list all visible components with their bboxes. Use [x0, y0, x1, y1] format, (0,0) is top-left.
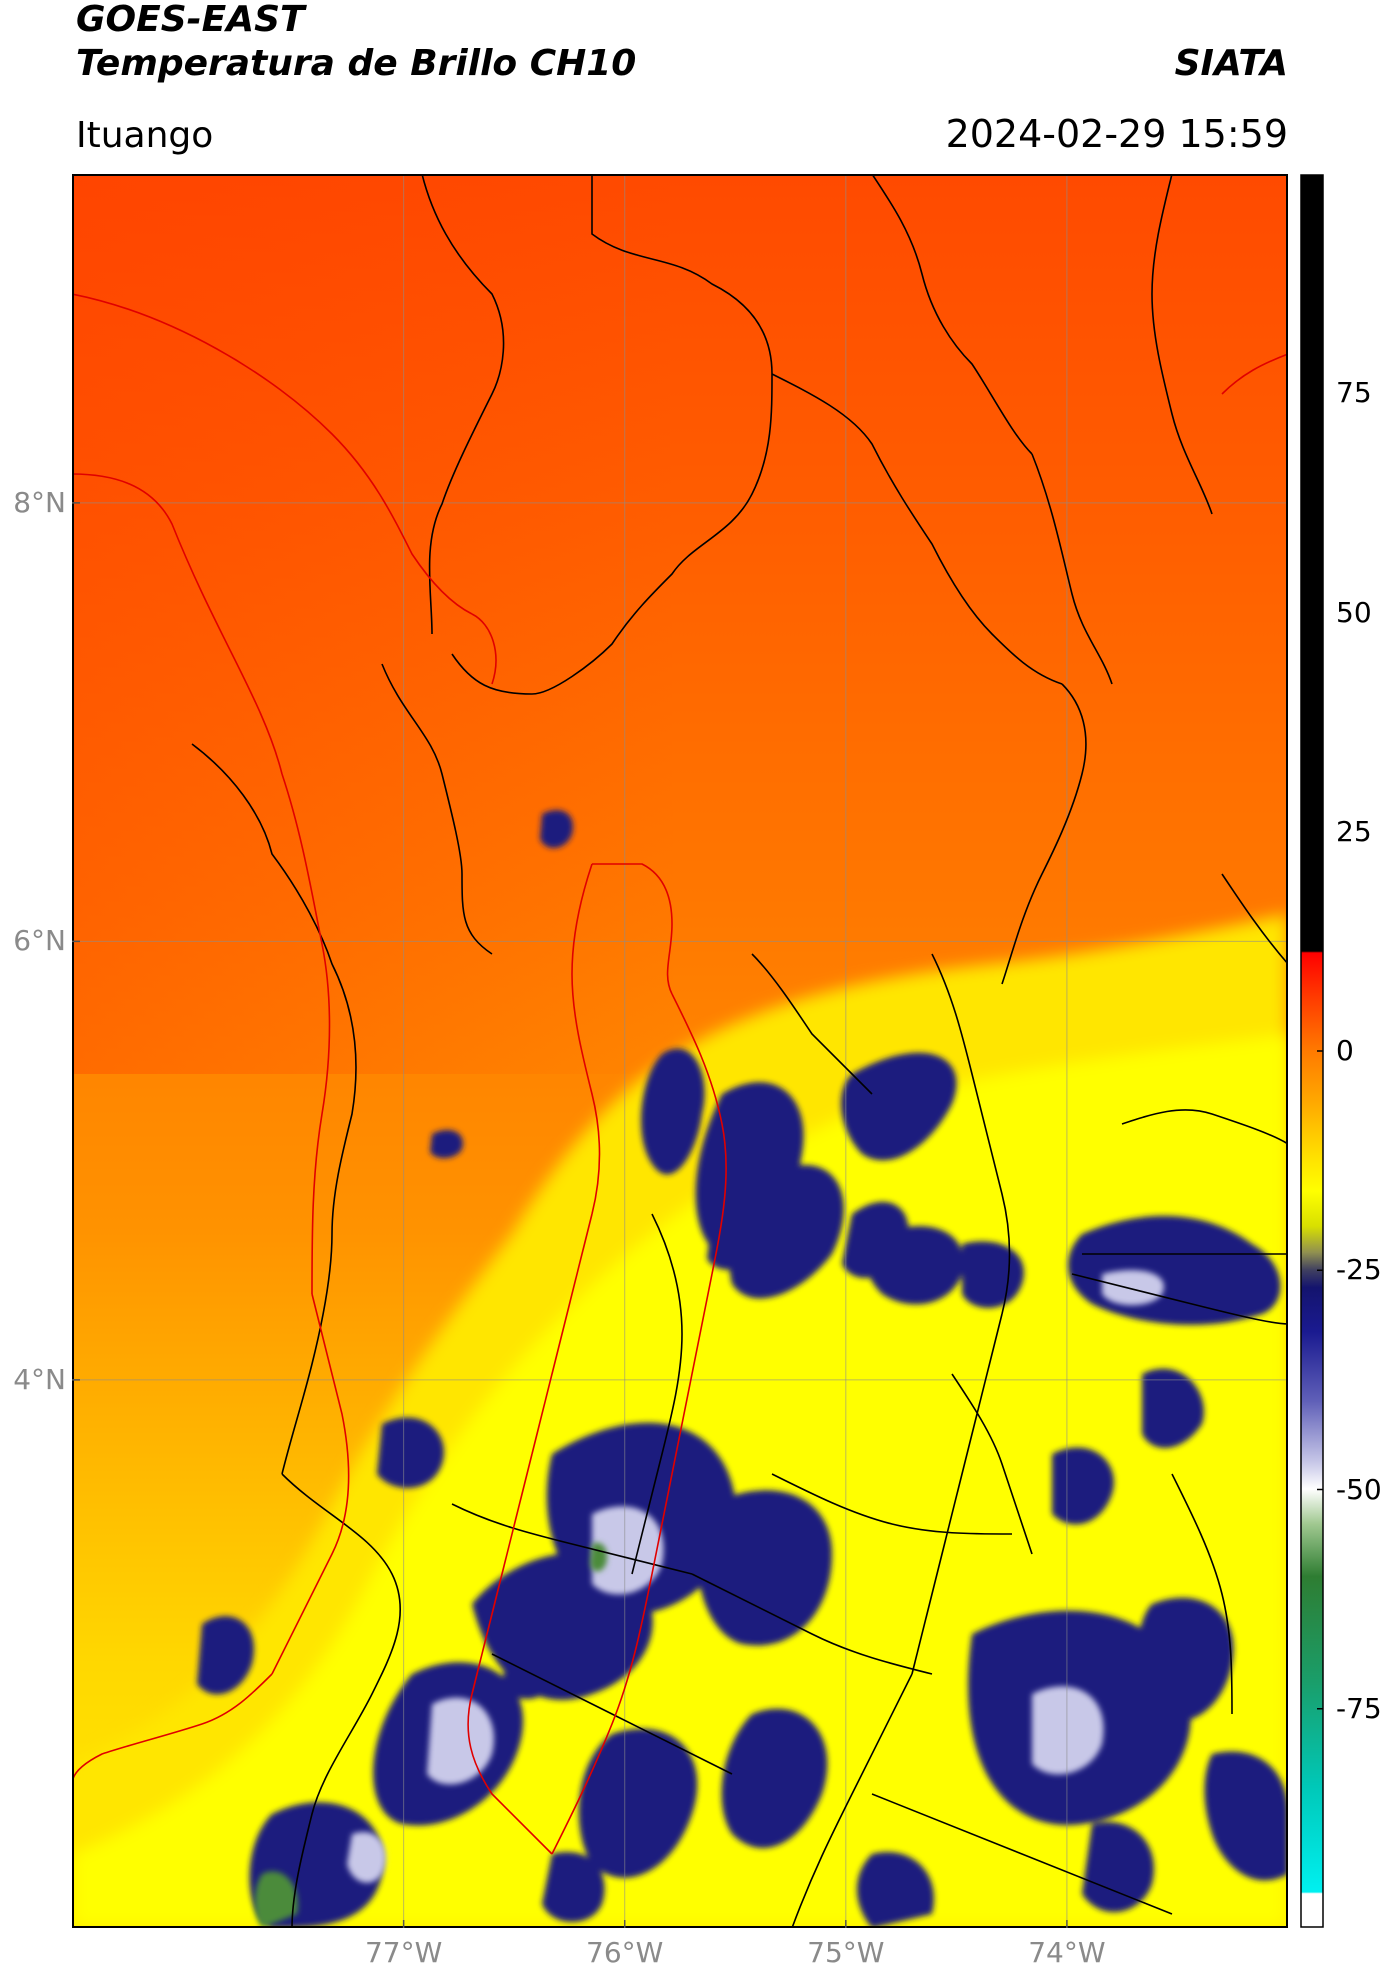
colorbar-tick-label: -50: [1336, 1472, 1382, 1506]
lon-tick-label: 74°W: [1028, 1936, 1106, 1969]
colorbar-tick-label: -25: [1336, 1253, 1382, 1287]
map-west-tint: [72, 174, 1288, 1074]
region-label: Ituango: [76, 115, 214, 156]
colorbar: [1300, 174, 1324, 1928]
colorbar-tick-label: 75: [1336, 376, 1372, 410]
admin-boundaries: [191, 174, 1288, 1928]
colorbar-tick-label: 0: [1336, 1034, 1354, 1067]
colorbar-ticks: [1317, 392, 1323, 1710]
datetime-label: 2024-02-29 15:59: [945, 112, 1288, 156]
colorbar-tick-label: 25: [1336, 814, 1372, 848]
map-axis-ticks: [72, 502, 1068, 1928]
map-gridlines: [72, 174, 1288, 1928]
colorbar-tick-label: 50: [1336, 595, 1372, 629]
satellite-map: [72, 174, 1288, 1928]
highlight-boundary: [72, 293, 1288, 1855]
title-satellite: GOES-EAST: [76, 0, 305, 40]
lat-tick-label: 6°N: [13, 924, 66, 958]
colorbar-tick-label: -75: [1336, 1691, 1382, 1725]
cold-cores: [347, 1270, 1164, 1883]
lat-tick-label: 8°N: [13, 485, 66, 519]
lon-tick-label: 75°W: [807, 1936, 885, 1969]
lat-tick-label: 4°N: [13, 1362, 66, 1396]
lon-tick-label: 77°W: [364, 1936, 443, 1969]
agency-label: SIATA: [1174, 43, 1288, 84]
title-product: Temperatura de Brillo CH10: [76, 43, 637, 84]
lon-tick-label: 76°W: [586, 1936, 664, 1969]
map-frame: [72, 174, 1288, 1928]
